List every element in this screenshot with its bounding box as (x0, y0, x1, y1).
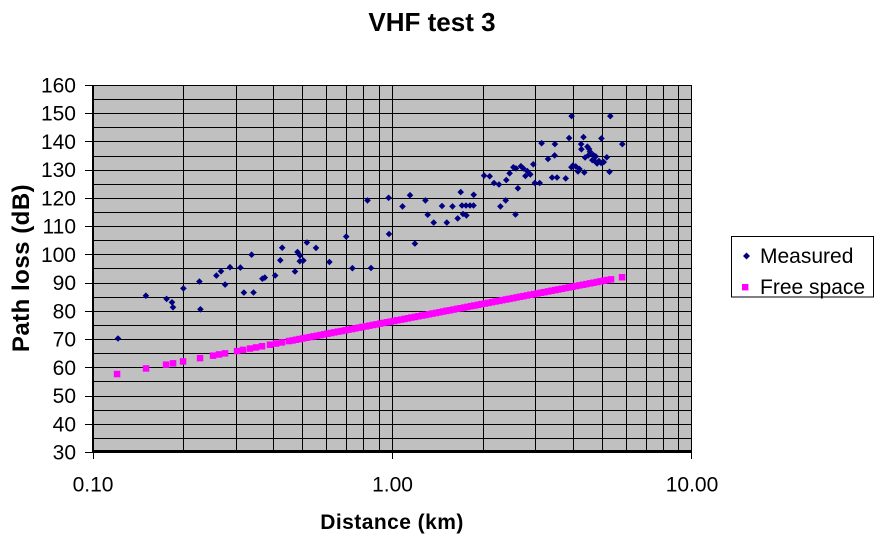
svg-text:110: 110 (43, 216, 76, 239)
svg-text:50: 50 (53, 385, 76, 408)
svg-text:Measured: Measured (760, 245, 853, 268)
svg-text:1.00: 1.00 (372, 474, 413, 497)
svg-text:0.10: 0.10 (73, 474, 114, 497)
svg-text:Distance (km): Distance (km) (320, 511, 464, 534)
svg-text:150: 150 (41, 103, 76, 126)
svg-text:VHF test 3: VHF test 3 (368, 7, 495, 37)
svg-text:130: 130 (41, 159, 76, 182)
svg-text:30: 30 (53, 442, 76, 465)
svg-text:160: 160 (41, 75, 76, 98)
svg-text:140: 140 (41, 131, 76, 154)
svg-text:80: 80 (53, 300, 76, 323)
svg-text:40: 40 (53, 413, 76, 436)
svg-text:100: 100 (41, 244, 76, 267)
svg-text:120: 120 (41, 187, 76, 210)
svg-text:90: 90 (53, 272, 76, 295)
svg-text:Free space: Free space (760, 276, 865, 299)
svg-text:60: 60 (53, 357, 76, 380)
svg-text:Path loss (dB): Path loss (dB) (8, 184, 35, 352)
svg-text:70: 70 (53, 329, 76, 352)
svg-text:10.00: 10.00 (666, 474, 719, 497)
